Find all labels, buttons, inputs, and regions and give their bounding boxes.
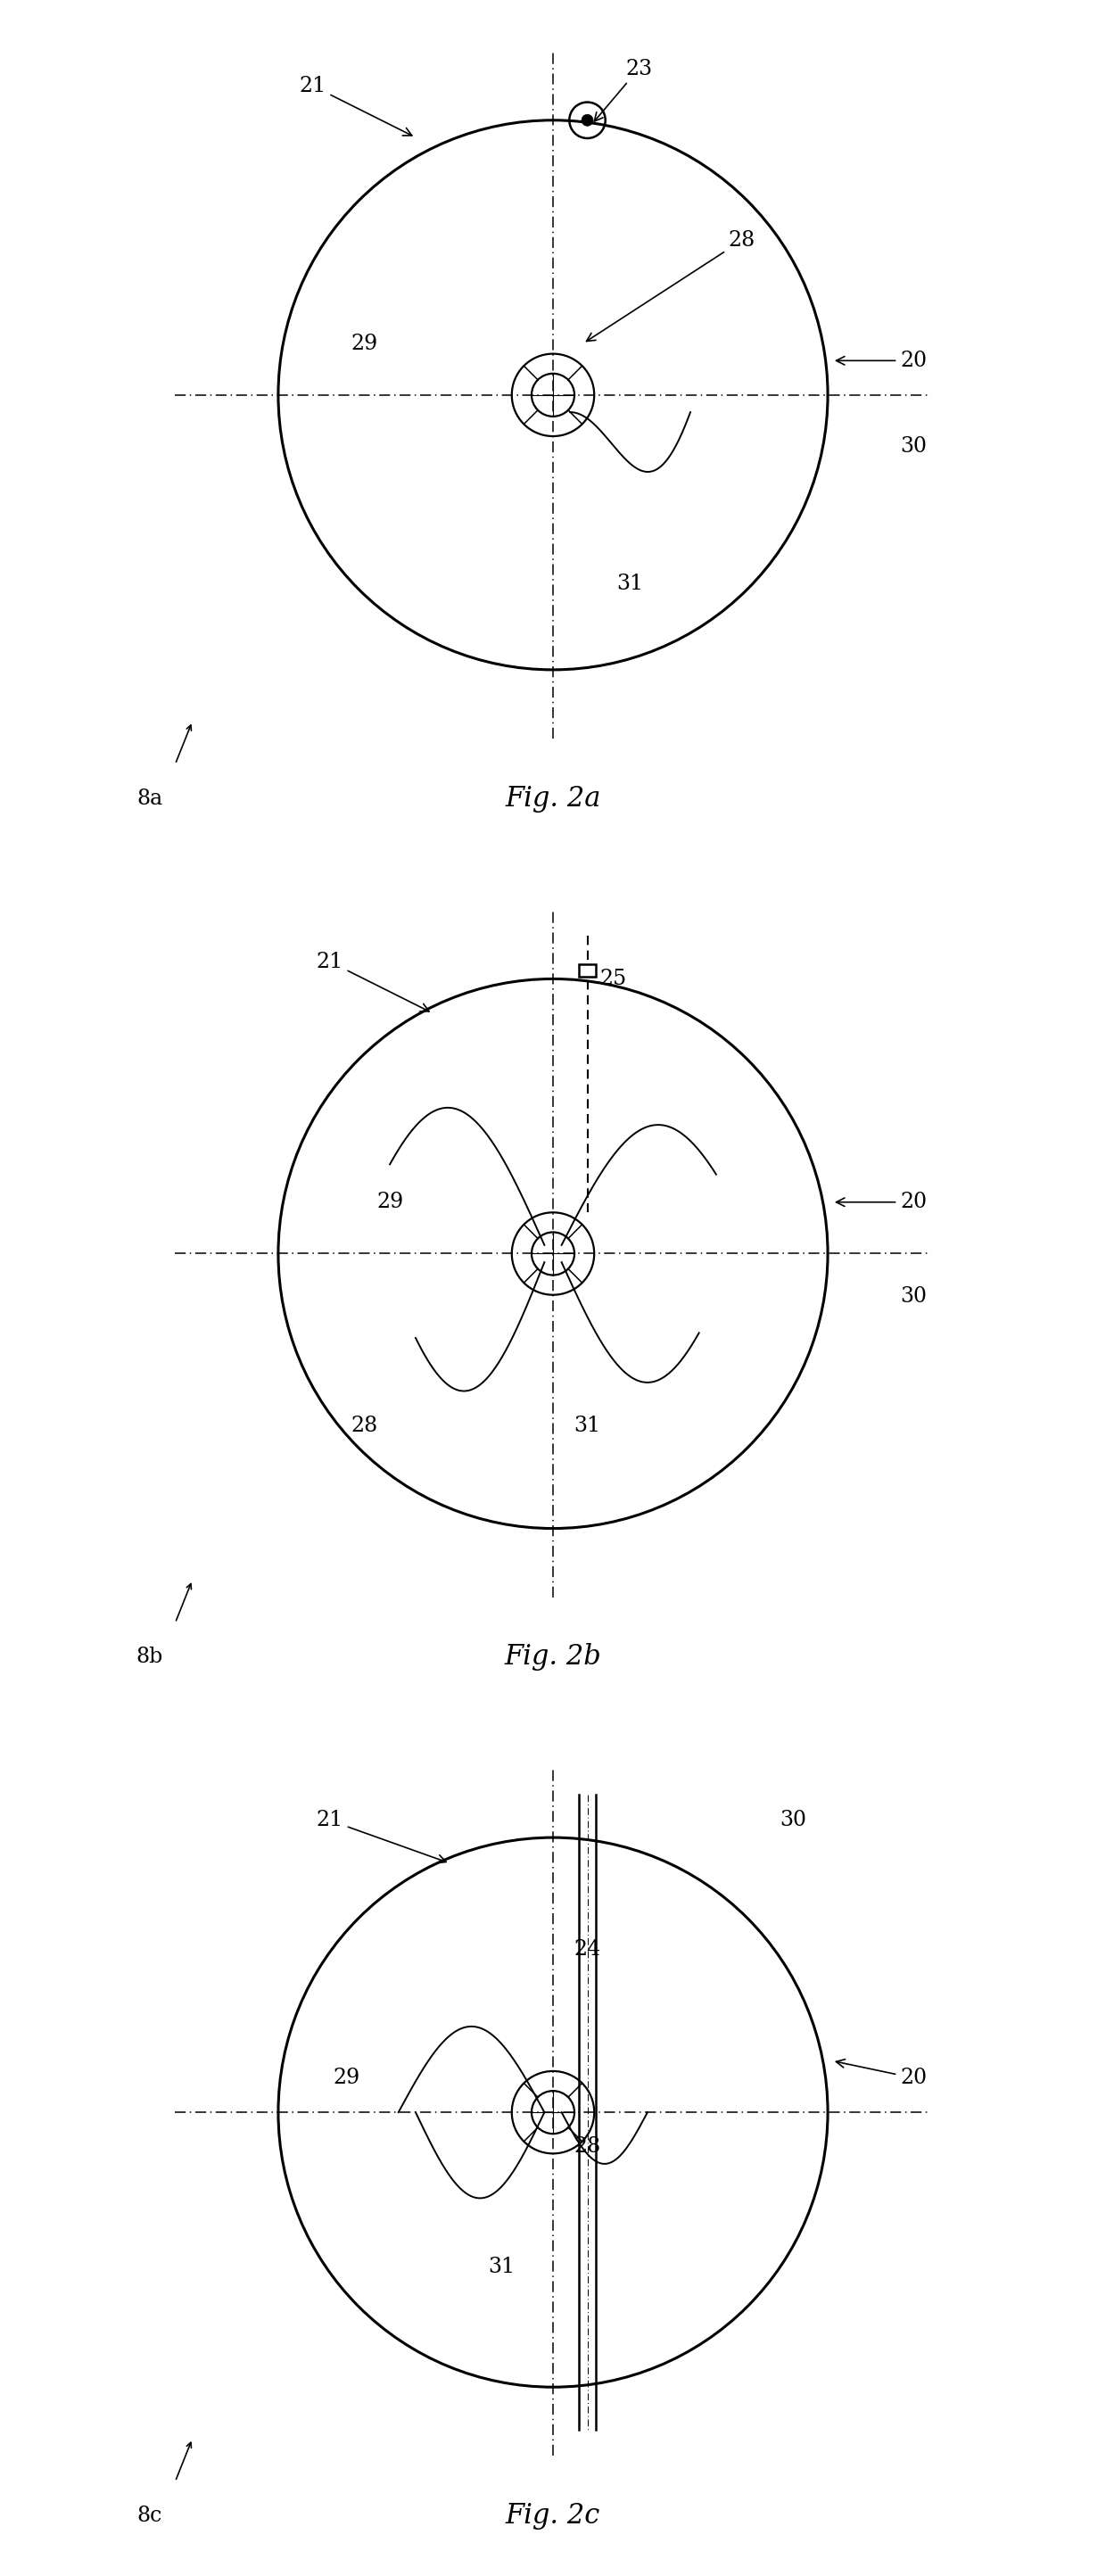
Text: 21: 21 <box>299 75 411 137</box>
Text: 29: 29 <box>351 332 377 353</box>
Text: 30: 30 <box>900 435 927 456</box>
FancyBboxPatch shape <box>578 963 596 976</box>
Text: 23: 23 <box>594 59 653 121</box>
Text: 25: 25 <box>599 969 626 989</box>
Text: Fig. 2b: Fig. 2b <box>504 1643 602 1672</box>
Text: 20: 20 <box>836 2058 927 2089</box>
Text: 24: 24 <box>574 1940 601 1960</box>
Text: 20: 20 <box>836 350 927 371</box>
Text: Fig. 2a: Fig. 2a <box>505 786 601 811</box>
Text: 28: 28 <box>351 1414 377 1435</box>
Circle shape <box>582 113 593 126</box>
Text: 8b: 8b <box>136 1646 163 1667</box>
Text: 8a: 8a <box>136 788 163 809</box>
Text: 29: 29 <box>376 1193 404 1213</box>
Text: 20: 20 <box>836 1193 927 1213</box>
Text: 21: 21 <box>316 951 429 1012</box>
Text: 28: 28 <box>586 229 755 340</box>
Text: 21: 21 <box>316 1811 446 1862</box>
Text: 31: 31 <box>488 2257 515 2277</box>
Text: 29: 29 <box>333 2069 361 2089</box>
Text: 28: 28 <box>574 2136 601 2156</box>
Text: Fig. 2c: Fig. 2c <box>505 2501 601 2530</box>
Text: 30: 30 <box>900 1285 927 1306</box>
Text: 8c: 8c <box>137 2506 163 2527</box>
Text: 30: 30 <box>780 1811 806 1832</box>
Text: 31: 31 <box>574 1414 601 1435</box>
Text: 31: 31 <box>617 574 644 595</box>
